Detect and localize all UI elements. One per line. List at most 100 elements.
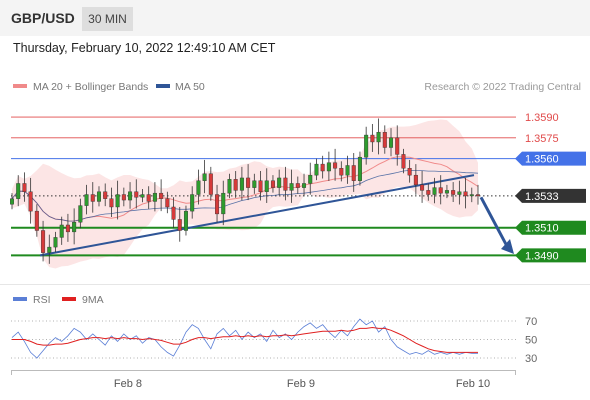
ma9-legend-label: 9MA bbox=[82, 294, 104, 306]
rsi-tick-label: 50 bbox=[525, 335, 537, 347]
candle-body bbox=[432, 187, 437, 195]
candle-body bbox=[41, 230, 46, 253]
candle-body bbox=[264, 180, 269, 192]
rsi-legend-label: RSI bbox=[33, 294, 51, 306]
level-label-pivot: 1.3560 bbox=[525, 154, 559, 166]
ma50-legend-label: MA 50 bbox=[175, 81, 205, 93]
credit-label: Research © 2022 Trading Central bbox=[424, 81, 581, 93]
ma20-legend-swatch bbox=[13, 84, 27, 88]
candle-body bbox=[53, 237, 58, 248]
candle-body bbox=[59, 224, 64, 238]
ma50-legend-swatch bbox=[156, 84, 170, 88]
timestamp: Thursday, February 10, 2022 12:49:10 AM … bbox=[13, 41, 276, 55]
rsi-tick-label: 70 bbox=[525, 316, 537, 328]
candle-body bbox=[351, 165, 356, 181]
candle-body bbox=[382, 132, 387, 148]
candle-body bbox=[438, 187, 443, 194]
ma50-line bbox=[11, 169, 479, 222]
candle-body bbox=[183, 210, 188, 231]
candle-body bbox=[258, 180, 263, 192]
header-bar: GBP/USD 30 MIN bbox=[0, 0, 590, 36]
rsi-series bbox=[11, 318, 478, 359]
candle-body bbox=[326, 162, 331, 172]
candle-body bbox=[376, 132, 381, 143]
candle-body bbox=[152, 192, 157, 202]
level-tag-pivot bbox=[515, 151, 586, 166]
candle-body bbox=[289, 183, 294, 191]
level-label-resistance: 1.3590 bbox=[525, 112, 559, 124]
candle-body bbox=[208, 173, 213, 195]
x-tick-label: Feb 8 bbox=[114, 378, 142, 390]
candle-body bbox=[302, 183, 307, 188]
candle-body bbox=[370, 134, 375, 143]
level-tag-current bbox=[515, 188, 586, 203]
candle-body bbox=[96, 191, 101, 202]
candle-body bbox=[28, 191, 33, 212]
candle-body bbox=[202, 173, 207, 181]
candle-body bbox=[134, 191, 139, 198]
candle-body bbox=[90, 194, 95, 202]
candle-body bbox=[420, 184, 425, 191]
candle-body bbox=[295, 183, 300, 188]
candle-body bbox=[413, 174, 418, 186]
candle-body bbox=[239, 177, 244, 191]
candle-body bbox=[451, 190, 456, 195]
moving-averages bbox=[11, 156, 479, 222]
rsi-legend-swatch bbox=[13, 297, 27, 301]
candle-body bbox=[395, 137, 400, 155]
candle-body bbox=[109, 198, 114, 208]
candle-body bbox=[233, 179, 238, 191]
rsi-grid: 70 50 30 bbox=[11, 316, 537, 365]
candle-body bbox=[364, 134, 369, 158]
candle-body bbox=[115, 194, 120, 208]
level-tag-support bbox=[515, 248, 586, 263]
candle-body bbox=[457, 191, 462, 195]
candle-body bbox=[221, 192, 226, 215]
level-label-resistance: 1.3575 bbox=[525, 133, 559, 145]
level-tag-support bbox=[515, 220, 586, 235]
candle-body bbox=[128, 191, 133, 201]
candle-body bbox=[283, 177, 288, 191]
candle-body bbox=[252, 180, 257, 188]
price-legend: MA 20 + Bollinger Bands MA 50 Research ©… bbox=[13, 81, 581, 93]
candle-body bbox=[16, 183, 21, 199]
bollinger-band bbox=[12, 119, 478, 269]
candle-body bbox=[227, 179, 232, 194]
candle-body bbox=[389, 137, 394, 148]
candle-body bbox=[171, 206, 176, 220]
interval-badge[interactable]: 30 MIN bbox=[82, 7, 133, 31]
candle-body bbox=[339, 168, 344, 176]
rsi-legend: RSI 9MA bbox=[13, 294, 104, 306]
candle-body bbox=[190, 194, 195, 212]
candle-body bbox=[84, 194, 89, 206]
forecast-arrow-head bbox=[501, 239, 514, 255]
support-trendline bbox=[39, 174, 475, 257]
candle-body bbox=[314, 163, 319, 176]
ma9-line bbox=[12, 326, 478, 353]
x-tick-label: Feb 9 bbox=[287, 378, 315, 390]
level-label-support: 1.3510 bbox=[525, 223, 559, 235]
currency-pair-title: GBP/USD bbox=[11, 10, 75, 26]
candle-body bbox=[444, 190, 449, 194]
candle-body bbox=[401, 154, 406, 169]
candle-body bbox=[196, 180, 201, 195]
candle-body bbox=[320, 163, 325, 172]
candle-body bbox=[426, 190, 431, 195]
candle-body bbox=[215, 194, 220, 215]
level-label-current: 1.3533 bbox=[525, 191, 559, 203]
candle-body bbox=[103, 191, 108, 199]
ma9-legend-swatch bbox=[62, 297, 76, 301]
candle-body bbox=[469, 194, 474, 197]
candle-body bbox=[146, 194, 151, 202]
candle-body bbox=[345, 165, 350, 176]
candle-body bbox=[34, 210, 39, 231]
bollinger-band-area bbox=[12, 119, 478, 269]
candle-body bbox=[72, 221, 77, 233]
ma20-legend-label: MA 20 + Bollinger Bands bbox=[33, 81, 148, 93]
forecast-arrow-shaft bbox=[479, 196, 510, 249]
candle-body bbox=[277, 177, 282, 188]
forecast-arrow bbox=[479, 196, 514, 255]
candle-body bbox=[246, 177, 251, 188]
